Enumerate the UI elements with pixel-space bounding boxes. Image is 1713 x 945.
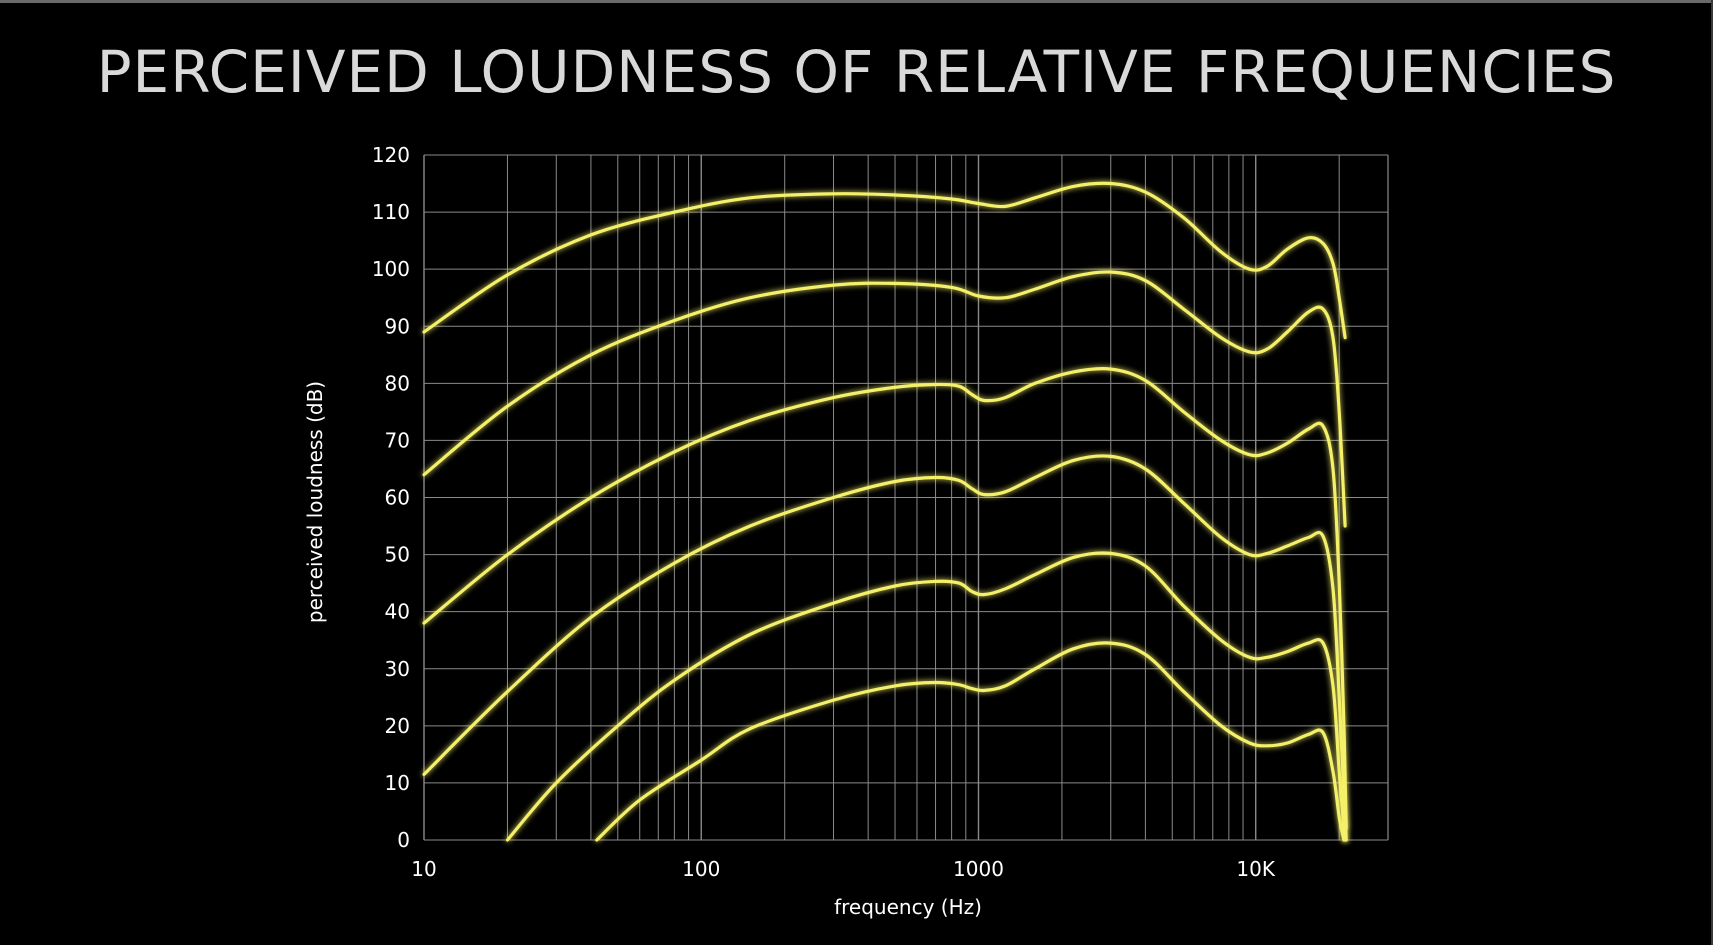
y-tick-label: 110 xyxy=(372,200,410,224)
loudness-curve-4 xyxy=(422,454,1348,842)
y-tick-label: 80 xyxy=(385,371,410,395)
x-tick-label: 100 xyxy=(682,857,720,881)
loudness-curve-1 xyxy=(422,181,1347,340)
chart-title: PERCEIVED LOUDNESS OF RELATIVE FREQUENCI… xyxy=(96,38,1617,106)
y-tick-label: 90 xyxy=(385,314,410,338)
y-tick-label: 70 xyxy=(385,428,410,452)
x-tick-labels: 10 100 1000 10K xyxy=(411,857,1276,881)
top-border xyxy=(0,0,1713,3)
grid xyxy=(423,154,1389,841)
loudness-curve-6 xyxy=(595,641,1346,842)
y-tick-label: 20 xyxy=(385,714,410,738)
loudness-curve-5 xyxy=(505,551,1347,842)
y-tick-label: 30 xyxy=(385,657,410,681)
y-tick-label: 60 xyxy=(385,486,410,510)
y-tick-label: 0 xyxy=(397,828,410,852)
right-border xyxy=(1711,0,1713,945)
loudness-curve-3 xyxy=(422,366,1348,831)
x-tick-label: 1000 xyxy=(953,857,1004,881)
y-tick-labels: 0 10 20 30 40 50 60 70 80 90 100 110 120 xyxy=(372,143,410,852)
y-tick-label: 100 xyxy=(372,257,410,281)
loudness-curve-2 xyxy=(422,270,1347,528)
x-tick-label: 10K xyxy=(1236,857,1275,881)
y-tick-label: 10 xyxy=(385,771,410,795)
y-axis-label: perceived loudness (dB) xyxy=(303,381,327,623)
y-tick-label: 50 xyxy=(385,543,410,567)
y-tick-label: 40 xyxy=(385,600,410,624)
y-tick-label: 120 xyxy=(372,143,410,167)
x-tick-label: 10 xyxy=(411,857,436,881)
x-axis-label: frequency (Hz) xyxy=(834,895,982,919)
curves xyxy=(422,181,1348,842)
